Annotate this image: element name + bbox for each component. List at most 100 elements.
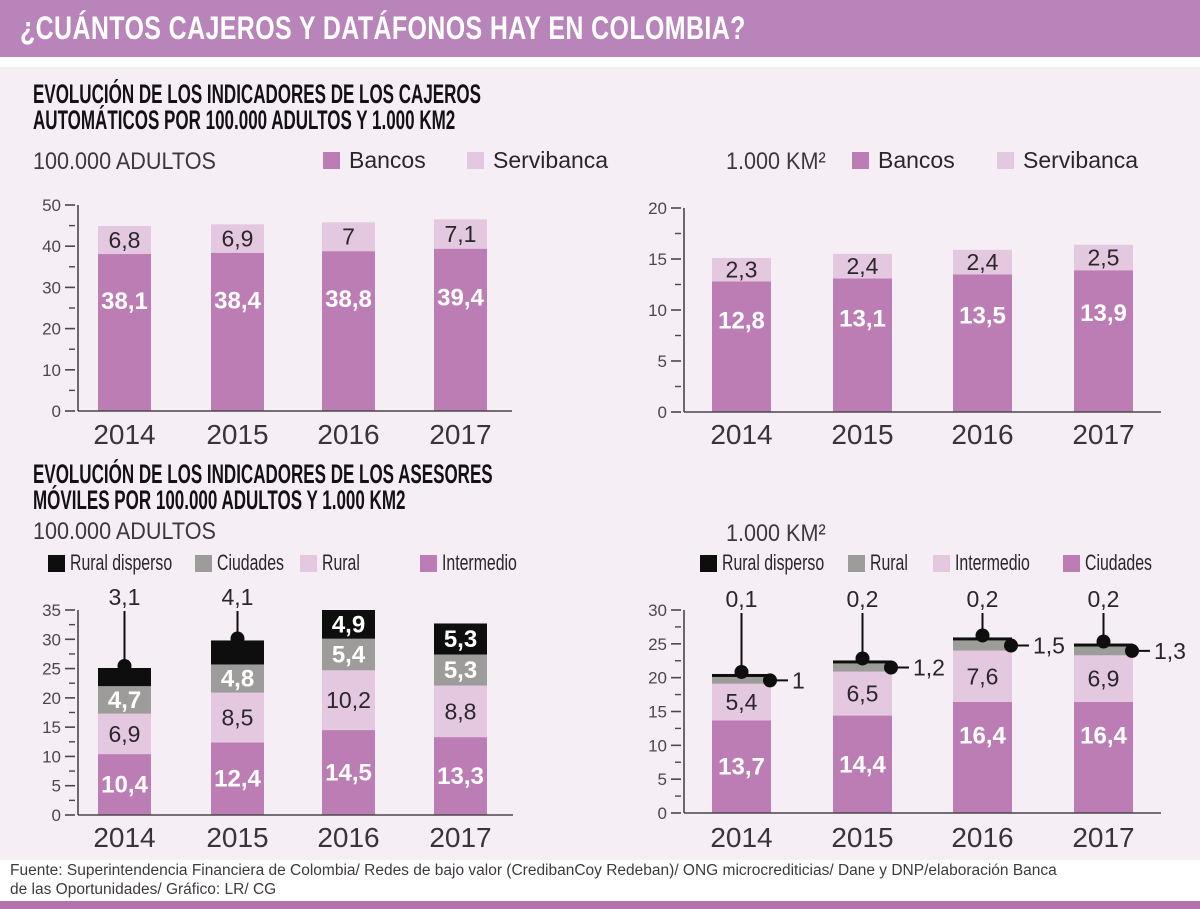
year-label: 2017 — [1072, 822, 1134, 853]
legend-swatch-icon — [1063, 554, 1080, 572]
tick-label: 35 — [42, 601, 61, 620]
legend-label: Ciudades — [217, 550, 284, 575]
callout-label: 1,5 — [1033, 633, 1065, 659]
bar-value-label: 6,8 — [109, 227, 141, 253]
legend-swatch-icon — [848, 554, 865, 572]
bar-segment-asesores_1000_km2-rural-2016 — [953, 640, 1012, 651]
tick-label: 10 — [648, 736, 667, 755]
bar-value-label: 38,1 — [101, 288, 148, 315]
legend-item-rural-disperso: Rural disperso — [48, 550, 212, 575]
bar-value-label: 7,6 — [967, 663, 999, 689]
legend-item-rural: Rural — [300, 550, 375, 575]
bar-value-label: 2,5 — [1088, 244, 1120, 270]
bar-value-label: 14,4 — [839, 751, 886, 778]
year-label: 2015 — [206, 822, 268, 853]
year-label: 2016 — [951, 822, 1013, 853]
year-label: 2017 — [429, 419, 491, 450]
callout-label: 1,2 — [913, 655, 945, 681]
tick-label: 20 — [648, 199, 667, 218]
tick-label: 0 — [52, 806, 61, 825]
legend-swatch-icon — [852, 151, 869, 169]
callout-label: 4,1 — [222, 584, 254, 610]
section2-title-line2: MÓVILES POR 100.000 ADULTOS Y 1.000 KM2 — [33, 485, 406, 515]
tick-label: 10 — [648, 301, 667, 320]
legend-label: Rural disperso — [722, 550, 825, 575]
legend-label: Rural disperso — [70, 550, 173, 575]
bar-segment-asesores_1000_km2-ciudades-2014 — [712, 720, 771, 813]
bar-value-label: 12,8 — [718, 308, 765, 335]
callout-label: 1,3 — [1154, 638, 1186, 664]
callout-dot — [734, 664, 749, 679]
callout-label: 1 — [792, 667, 805, 693]
bar-segment-cajeros_1000_km2-servibanca-2015 — [833, 253, 892, 279]
legend-label: Servibanca — [493, 146, 609, 173]
legend-swatch-icon — [323, 151, 340, 169]
section1-title-line2: AUTOMÁTICOS POR 100.000 ADULTOS Y 1.000 … — [33, 105, 456, 135]
tick-label: 25 — [42, 660, 61, 679]
tick-label: 40 — [42, 237, 61, 256]
bar-segment-asesores_1000_km2-rural-2015 — [833, 663, 892, 672]
legend-item-rural-disperso: Rural disperso — [700, 550, 864, 575]
year-label: 2016 — [317, 822, 379, 853]
callout-dot — [763, 673, 777, 688]
bar-value-label: 6,9 — [1088, 666, 1120, 692]
legend-item-rural: Rural — [848, 550, 923, 575]
legend-swatch-icon — [48, 554, 65, 572]
callout-dot — [1096, 634, 1111, 649]
bar-value-label: 4,7 — [108, 687, 141, 714]
callout-label: 0,2 — [1088, 586, 1120, 612]
tick-label: 30 — [648, 601, 667, 620]
bar-value-label: 5,3 — [444, 657, 477, 684]
bar-segment-asesores_1000_km2-intermedio-2015 — [833, 671, 892, 716]
bar-value-label: 10,4 — [101, 772, 148, 799]
bar-value-label: 39,4 — [437, 284, 484, 311]
source-note: Fuente: Superintendencia Financiera de C… — [10, 862, 1057, 899]
tick-label: 20 — [42, 320, 61, 339]
legend-label: Intermedio — [955, 550, 1030, 575]
callout-label: 3,1 — [109, 584, 141, 610]
bar-value-label: 13,5 — [959, 303, 1006, 330]
unit-label-asesores-adultos: 100.000 ADULTOS — [33, 518, 216, 545]
tick-label: 0 — [658, 403, 667, 422]
tick-label: 10 — [42, 747, 61, 766]
year-label: 2016 — [951, 419, 1013, 450]
legend-swatch-icon — [420, 554, 437, 572]
callout-dot — [975, 628, 990, 643]
tick-label: 5 — [658, 770, 667, 789]
bar-segment-asesores_100000_adultos-ciudades-2015 — [211, 664, 264, 693]
bar-segment-cajeros_1000_km2-bancos-2017 — [1074, 270, 1133, 412]
callout-dot — [1125, 643, 1139, 658]
bar-value-label: 38,8 — [325, 286, 372, 313]
legend-swatch-icon — [997, 151, 1014, 169]
year-label: 2015 — [206, 419, 268, 450]
callout-dot — [230, 631, 245, 646]
year-label: 2014 — [93, 822, 155, 853]
year-label: 2016 — [317, 419, 379, 450]
section1-title-line1: EVOLUCIÓN DE LOS INDICADORES DE LOS CAJE… — [33, 79, 481, 109]
bar-value-label: 8,5 — [222, 704, 254, 730]
unit-label-cajeros-km2: 1.000 KM² — [726, 148, 826, 175]
bar-value-label: 6,9 — [109, 721, 141, 747]
bar-value-label: 5,4 — [726, 689, 758, 715]
bar-segment-asesores_1000_km2-rural-2014 — [712, 676, 771, 684]
tick-label: 15 — [648, 702, 667, 721]
legend-item-ciudades: Ciudades — [195, 550, 310, 575]
callout-dot — [884, 660, 898, 675]
bar-segment-cajeros_100000_adultos-servibanca-2014 — [98, 226, 151, 255]
section2-title: EVOLUCIÓN DE LOS INDICADORES DE LOS ASES… — [33, 461, 493, 515]
legend-label: Servibanca — [1023, 146, 1139, 173]
bar-value-label: 2,4 — [847, 253, 879, 279]
bar-value-label: 5,3 — [444, 626, 477, 653]
bar-value-label: 13,7 — [718, 754, 765, 781]
bar-segment-asesores_1000_km2-intermedio-2014 — [712, 683, 771, 721]
legend-item-intermedio: Intermedio — [420, 550, 546, 575]
page-title: ¿CUÁNTOS CAJEROS Y DATÁFONOS HAY EN COLO… — [20, 10, 746, 46]
bar-segment-asesores_100000_adultos-ciudades-2017 — [434, 654, 487, 686]
tick-label: 5 — [52, 777, 61, 796]
bar-value-label: 14,5 — [325, 760, 372, 787]
bar-segment-cajeros_1000_km2-servibanca-2014 — [712, 257, 771, 282]
tick-label: 5 — [658, 352, 667, 371]
legend-swatch-icon — [467, 151, 484, 169]
